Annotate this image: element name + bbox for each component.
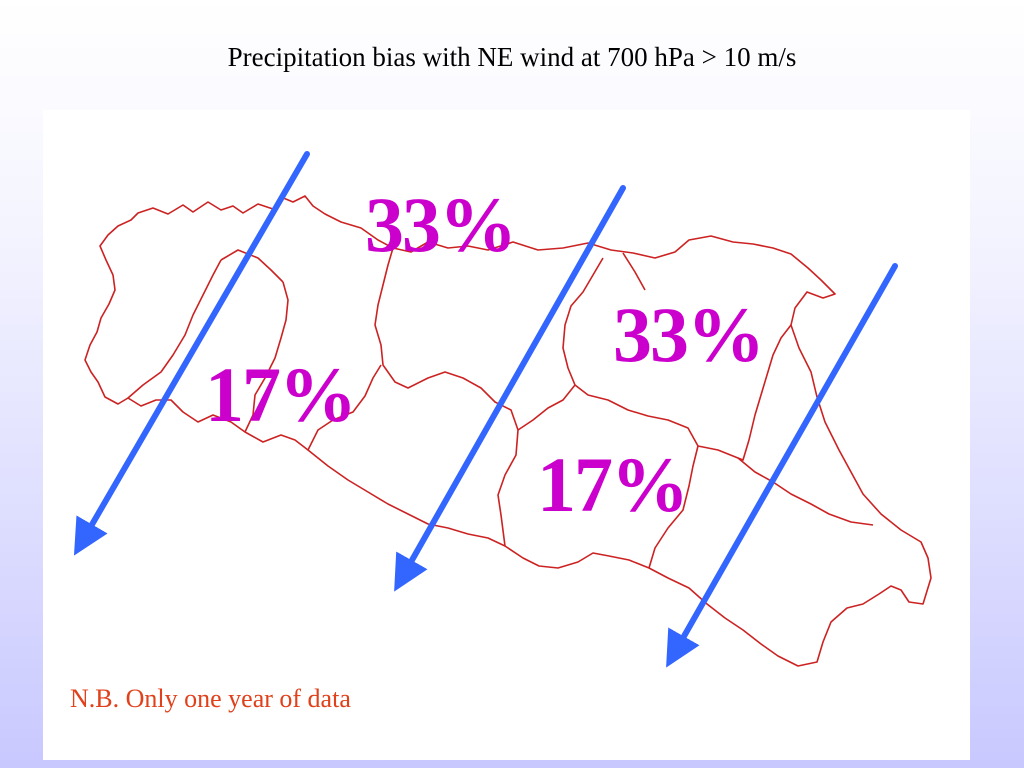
slide-title: Precipitation bias with NE wind at 700 h… (227, 42, 797, 72)
internal-border (374, 247, 519, 547)
internal-border (737, 324, 792, 461)
internal-border (244, 281, 289, 433)
internal-border (622, 252, 646, 291)
footnote: N.B. Only one year of data (70, 684, 351, 713)
internal-border (697, 445, 874, 526)
internal-border (127, 259, 222, 399)
bias-label: 17% (205, 351, 357, 438)
internal-border (562, 257, 699, 569)
internal-border (517, 384, 576, 431)
wind-arrow (73, 151, 310, 556)
region-map (73, 151, 932, 668)
map-panel: 33% 33% 17% 17% N.B. Only one year of da… (43, 110, 970, 760)
bias-label: 17% (537, 441, 689, 528)
internal-border (220, 249, 284, 283)
wind-arrow (666, 263, 898, 668)
internal-border (307, 364, 382, 451)
bias-label: 33% (365, 181, 517, 268)
wind-arrow (394, 185, 626, 592)
outer-boundary (84, 195, 932, 667)
bias-label: 33% (613, 291, 765, 378)
